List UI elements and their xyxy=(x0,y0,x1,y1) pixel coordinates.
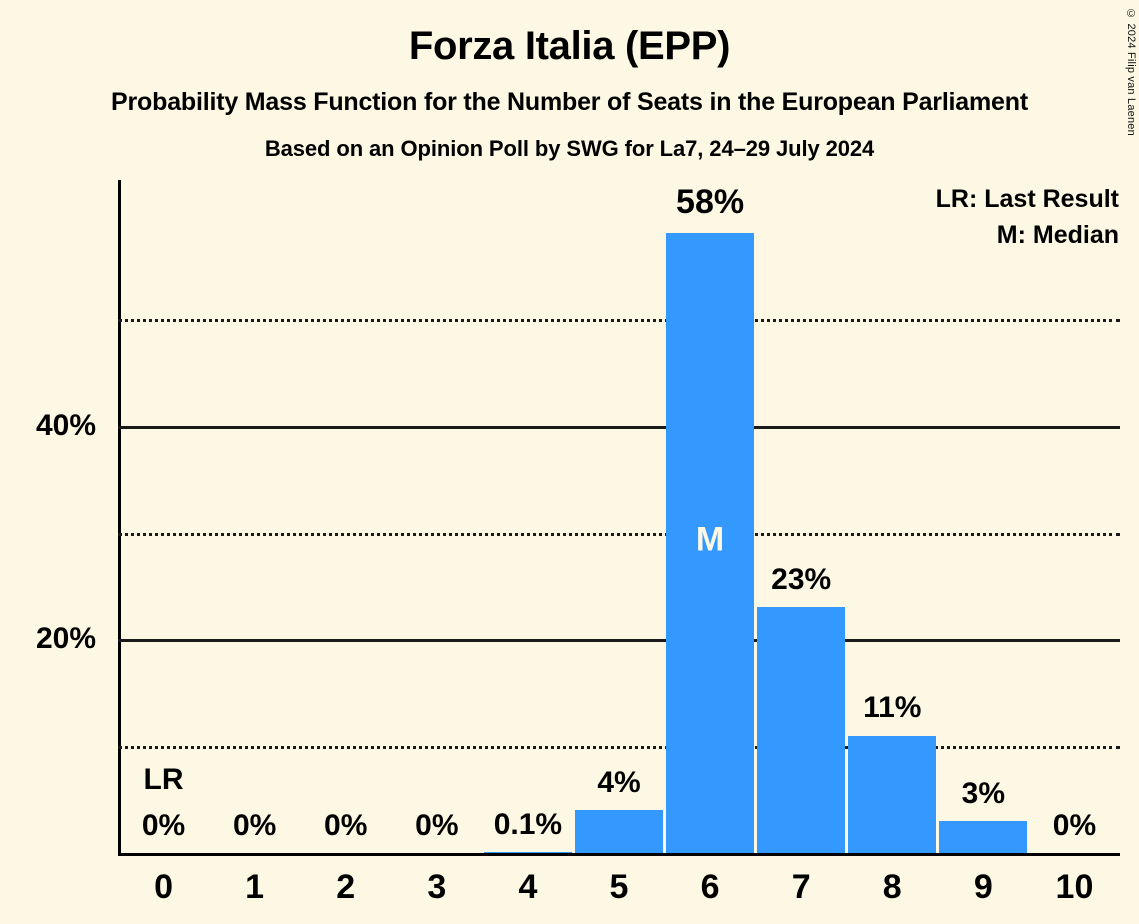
bar-value-label: 11% xyxy=(863,691,922,725)
chart-source-line: Based on an Opinion Poll by SWG for La7,… xyxy=(264,136,875,161)
bar-value-label: 4% xyxy=(597,766,641,800)
bar-value-label: 0.1% xyxy=(493,807,563,841)
gridline-dotted xyxy=(118,318,1120,322)
x-axis-line xyxy=(118,853,1120,856)
chart-subtitle: Probability Mass Function for the Number… xyxy=(111,88,1028,116)
y-axis-tick-label: 40% xyxy=(35,408,96,442)
bar xyxy=(575,810,663,853)
bar xyxy=(483,851,572,853)
gridline-solid xyxy=(118,639,1120,643)
x-axis-tick-label: 6 xyxy=(700,868,720,906)
x-axis-tick-label: 8 xyxy=(882,868,902,906)
y-axis-tick-label: 20% xyxy=(35,622,96,656)
gridline-solid xyxy=(118,425,1120,429)
bar xyxy=(757,607,846,853)
legend-item-median: M: Median xyxy=(996,220,1119,249)
x-axis-tick-label: 3 xyxy=(427,868,447,906)
gridline-dotted xyxy=(118,746,1120,750)
bar-value-label: 0% xyxy=(232,809,277,842)
x-axis-tick-label: 1 xyxy=(245,868,265,906)
x-axis-tick-label: 5 xyxy=(609,868,629,906)
bar-value-label: 58% xyxy=(676,183,745,222)
bar-value-label: 0% xyxy=(324,809,368,842)
copyright-notice: © 2024 Filip van Laenen xyxy=(1125,8,1137,136)
title-block: Forza Italia (EPP) Probability Mass Func… xyxy=(0,0,1139,160)
bar xyxy=(939,820,1028,853)
last-result-marker: LR xyxy=(143,763,184,796)
bar-value-label: 3% xyxy=(961,776,1006,810)
x-axis-tick-label: 0 xyxy=(154,868,173,906)
y-axis-line xyxy=(118,180,121,853)
x-axis-tick-label: 7 xyxy=(791,868,811,906)
x-axis-tick-label: 9 xyxy=(973,868,993,906)
bar-value-label: 23% xyxy=(771,563,832,597)
median-marker: M xyxy=(695,520,725,559)
plot-area: 20% 40% 0% 0% 0% 0% 0.1% 4% 58% 23% 11% 3% 0% LR M xyxy=(36,180,1120,856)
x-axis-tick-label: 4 xyxy=(518,868,538,906)
chart-legend: LR: Last Result M: Median xyxy=(936,182,1119,253)
legend-item-last-result: LR: Last Result xyxy=(935,185,1119,213)
bar xyxy=(666,233,755,853)
bar xyxy=(848,735,937,853)
bar-value-label: 0% xyxy=(1052,809,1097,842)
bar-value-label: 0% xyxy=(415,809,459,842)
x-axis-tick-label: 10 xyxy=(1055,868,1094,906)
gridline-dotted xyxy=(118,532,1120,536)
page-title: Forza Italia (EPP) xyxy=(408,24,731,68)
bars-group: 0% 0% 0% 0% 0.1% 4% 58% 23% 11% 3% 0% LR M xyxy=(118,180,1120,853)
bar-value-label: 0% xyxy=(141,809,186,842)
x-axis-tick-label: 2 xyxy=(336,868,356,906)
